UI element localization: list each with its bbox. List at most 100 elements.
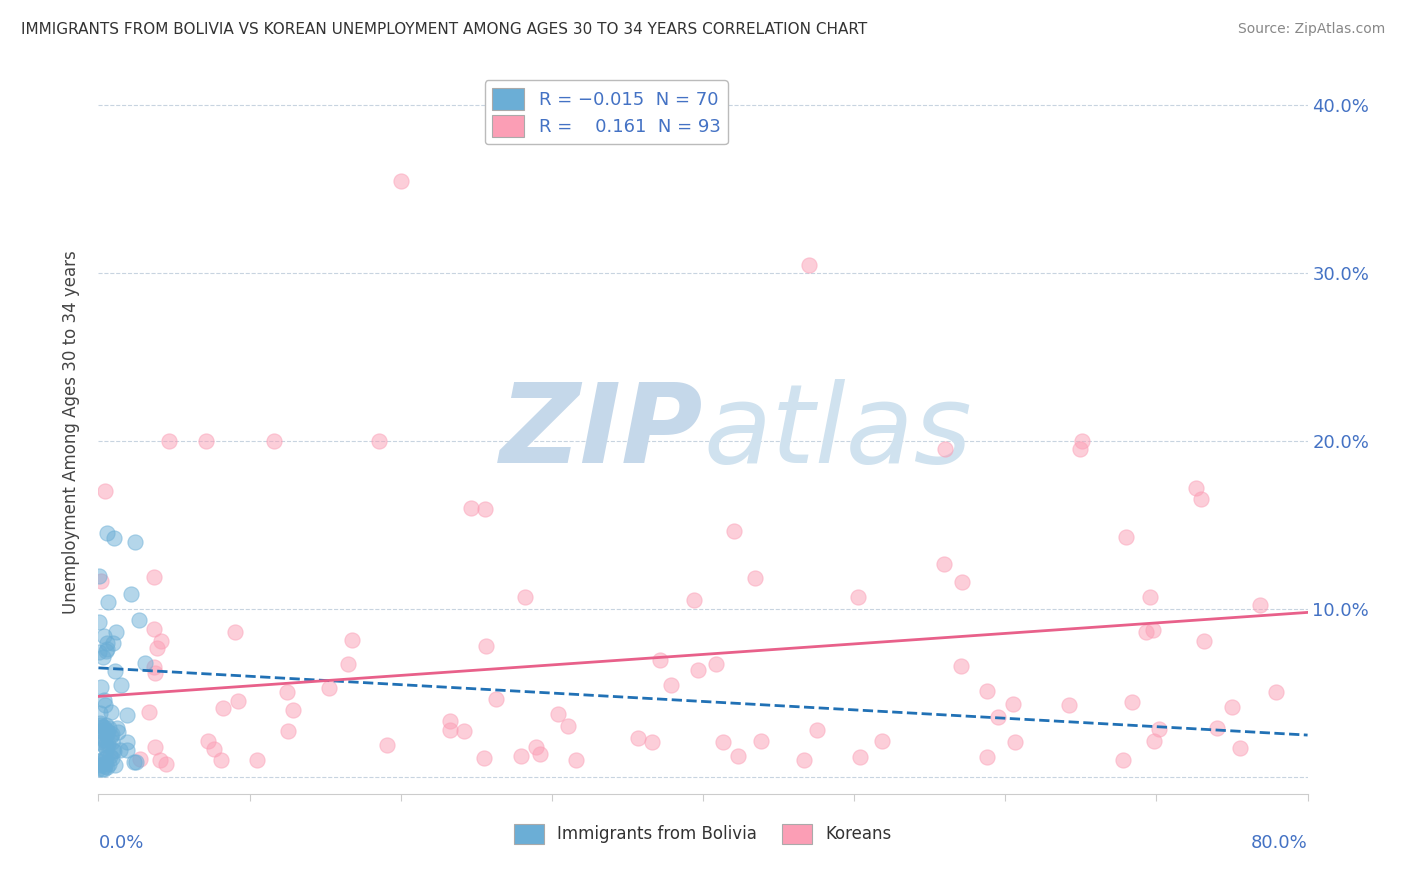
Text: atlas: atlas bbox=[703, 379, 972, 486]
Point bbox=[704, 657, 727, 672]
Point bbox=[557, 718, 579, 732]
Point bbox=[94, 718, 117, 732]
Point bbox=[1143, 734, 1166, 748]
Point bbox=[87, 568, 110, 582]
Point bbox=[749, 733, 772, 747]
Point bbox=[93, 762, 115, 776]
Point bbox=[97, 757, 120, 772]
Point bbox=[1004, 735, 1026, 749]
Point bbox=[195, 434, 218, 448]
Point bbox=[96, 526, 118, 541]
Point bbox=[155, 757, 177, 772]
Point bbox=[1185, 482, 1208, 496]
Point bbox=[134, 657, 156, 671]
Point bbox=[97, 595, 120, 609]
Point bbox=[103, 531, 125, 545]
Point bbox=[89, 715, 111, 730]
Point bbox=[90, 762, 112, 776]
Point bbox=[1057, 698, 1080, 712]
Point bbox=[120, 587, 142, 601]
Point bbox=[149, 634, 172, 648]
Point bbox=[713, 735, 735, 749]
Point bbox=[96, 760, 118, 774]
Point bbox=[94, 751, 117, 765]
Text: 0.0%: 0.0% bbox=[98, 834, 143, 852]
Point bbox=[389, 173, 412, 187]
Point bbox=[115, 735, 138, 749]
Point bbox=[439, 714, 461, 729]
Point bbox=[318, 681, 340, 695]
Point bbox=[627, 731, 650, 746]
Point bbox=[91, 724, 114, 739]
Point bbox=[145, 666, 167, 681]
Point bbox=[149, 753, 172, 767]
Point bbox=[1147, 722, 1170, 736]
Point bbox=[1194, 634, 1216, 648]
Point bbox=[89, 706, 111, 721]
Point bbox=[87, 762, 110, 776]
Point bbox=[96, 642, 118, 657]
Point bbox=[263, 434, 285, 448]
Point bbox=[475, 639, 498, 653]
Point bbox=[1112, 753, 1135, 767]
Point bbox=[1142, 623, 1164, 637]
Point bbox=[744, 571, 766, 585]
Point bbox=[1189, 492, 1212, 507]
Point bbox=[1121, 695, 1143, 709]
Point bbox=[367, 434, 389, 448]
Point bbox=[103, 744, 125, 758]
Point bbox=[105, 625, 128, 640]
Point bbox=[124, 535, 146, 549]
Point bbox=[1249, 598, 1271, 612]
Point bbox=[281, 703, 304, 717]
Point bbox=[224, 625, 246, 640]
Point bbox=[129, 751, 152, 765]
Point bbox=[98, 721, 121, 735]
Point bbox=[1071, 434, 1094, 448]
Point bbox=[472, 751, 495, 765]
Point bbox=[377, 738, 399, 752]
Point bbox=[128, 613, 150, 627]
Point bbox=[485, 691, 508, 706]
Point bbox=[797, 258, 820, 272]
Point bbox=[145, 641, 167, 656]
Point bbox=[806, 723, 828, 737]
Point bbox=[87, 754, 110, 768]
Point bbox=[103, 636, 125, 650]
Point bbox=[934, 442, 956, 457]
Point bbox=[650, 653, 672, 667]
Point bbox=[524, 740, 547, 755]
Point bbox=[1115, 530, 1137, 544]
Point bbox=[949, 659, 972, 673]
Point bbox=[91, 751, 114, 765]
Point bbox=[870, 734, 893, 748]
Point bbox=[849, 750, 872, 764]
Point bbox=[1220, 700, 1243, 714]
Point bbox=[439, 723, 461, 738]
Point bbox=[107, 725, 129, 739]
Point bbox=[723, 524, 745, 538]
Point bbox=[987, 710, 1010, 724]
Point bbox=[101, 751, 124, 765]
Point bbox=[94, 643, 117, 657]
Point bbox=[1001, 697, 1024, 711]
Point bbox=[209, 753, 232, 767]
Point bbox=[110, 743, 132, 757]
Point bbox=[340, 633, 363, 648]
Point bbox=[94, 483, 117, 498]
Point bbox=[143, 659, 166, 673]
Point bbox=[104, 758, 127, 772]
Point bbox=[976, 683, 998, 698]
Point bbox=[460, 500, 482, 515]
Point bbox=[276, 685, 298, 699]
Point bbox=[686, 663, 709, 677]
Point bbox=[94, 756, 117, 770]
Point bbox=[682, 593, 704, 607]
Point bbox=[104, 664, 127, 678]
Point bbox=[110, 678, 132, 692]
Point bbox=[90, 757, 112, 772]
Point bbox=[93, 629, 115, 643]
Point bbox=[125, 755, 148, 769]
Point bbox=[101, 735, 124, 749]
Point bbox=[91, 650, 114, 665]
